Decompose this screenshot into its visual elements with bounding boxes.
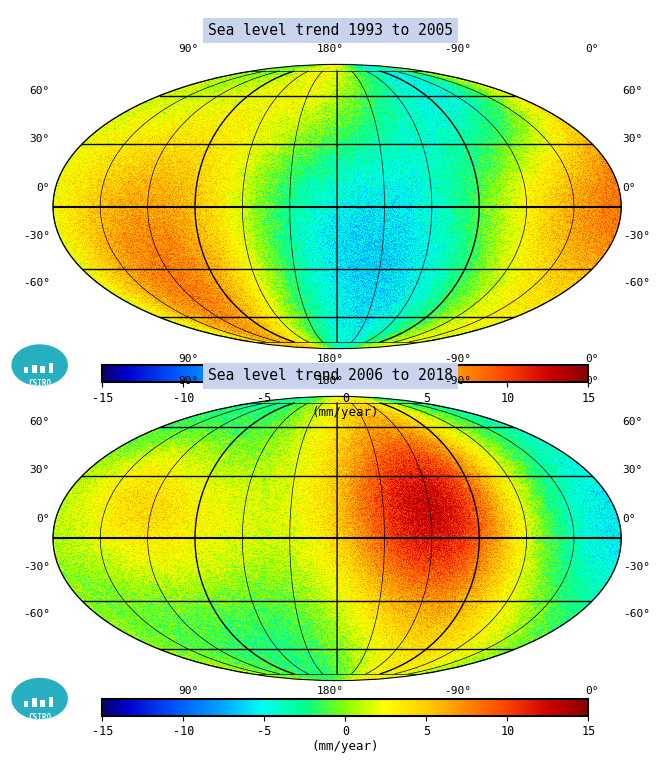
FancyBboxPatch shape [49,696,54,706]
Text: 0°: 0° [623,514,636,523]
Text: 180°: 180° [317,354,344,364]
Text: -60°: -60° [22,278,50,287]
Text: 90°: 90° [178,44,198,54]
FancyBboxPatch shape [24,701,28,706]
Text: -90°: -90° [444,376,471,386]
Text: -30°: -30° [623,232,650,241]
Text: 0°: 0° [585,354,598,364]
Text: Sea level trend 2006 to 2018: Sea level trend 2006 to 2018 [208,368,453,384]
FancyBboxPatch shape [40,700,45,706]
Text: Sea level trend 1993 to 2005: Sea level trend 1993 to 2005 [208,23,453,39]
FancyBboxPatch shape [32,698,37,706]
Text: -60°: -60° [623,609,650,618]
Text: 30°: 30° [29,134,50,144]
Text: 30°: 30° [623,466,643,475]
Text: -90°: -90° [444,354,471,364]
Ellipse shape [11,344,68,386]
Text: 0°: 0° [36,514,50,523]
Text: 0°: 0° [585,686,598,696]
Text: 90°: 90° [178,354,198,364]
Text: 60°: 60° [623,418,643,427]
Text: 180°: 180° [317,376,344,386]
Text: 90°: 90° [178,376,198,386]
X-axis label: (mm/year): (mm/year) [311,740,379,753]
Text: 0°: 0° [585,376,598,386]
FancyBboxPatch shape [32,364,37,373]
Ellipse shape [11,678,68,720]
Text: -30°: -30° [623,563,650,572]
Text: 90°: 90° [178,686,198,696]
Text: 0°: 0° [585,44,598,54]
Text: 180°: 180° [317,686,344,696]
Text: -60°: -60° [623,278,650,287]
Text: 30°: 30° [29,466,50,475]
Text: 60°: 60° [29,86,50,96]
Text: -30°: -30° [22,563,50,572]
FancyBboxPatch shape [24,367,28,373]
FancyBboxPatch shape [40,367,45,373]
Text: -90°: -90° [444,44,471,54]
Text: -60°: -60° [22,609,50,618]
Text: 0°: 0° [623,183,636,192]
Text: CSIRO: CSIRO [28,379,51,388]
X-axis label: (mm/year): (mm/year) [311,406,379,419]
Text: 30°: 30° [623,134,643,144]
Text: 180°: 180° [317,44,344,54]
Text: 60°: 60° [29,418,50,427]
Text: 60°: 60° [623,86,643,96]
Text: 0°: 0° [36,183,50,192]
Text: -30°: -30° [22,232,50,241]
Text: -90°: -90° [444,686,471,696]
Text: CSIRO: CSIRO [28,713,51,722]
FancyBboxPatch shape [49,363,54,373]
